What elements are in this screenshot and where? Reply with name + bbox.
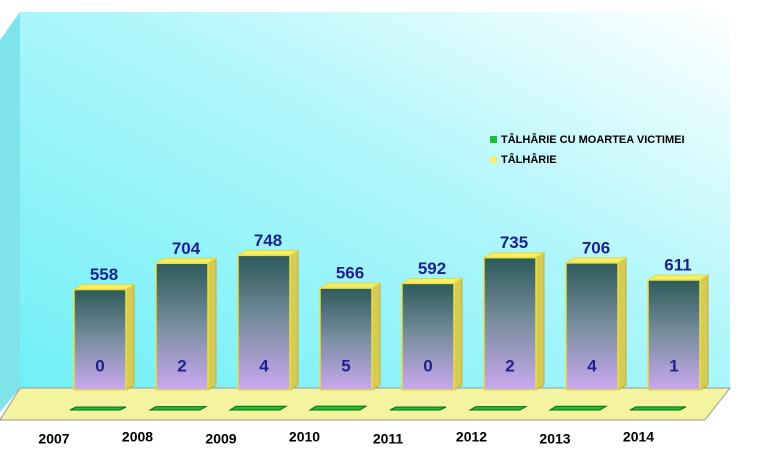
value-label: 706 [582, 238, 610, 257]
bar-side [535, 251, 545, 391]
bar-side [207, 257, 217, 391]
bar [237, 254, 291, 391]
x-tick-label: 2007 [38, 431, 69, 447]
bar [228, 405, 288, 411]
bar-side [699, 274, 709, 391]
x-tick-label: 2008 [122, 429, 153, 445]
value-label: 4 [259, 356, 269, 375]
side-wall [0, 12, 20, 412]
value-label: 735 [500, 233, 528, 252]
legend: TÂLHÂRIE CU MOARTEA VICTIMEI TÂLHÂRIE [490, 133, 685, 166]
x-tick-label: 2012 [456, 429, 487, 445]
bar [468, 406, 528, 411]
value-label: 704 [172, 239, 201, 258]
x-tick-label: 2014 [623, 429, 654, 445]
bar-top [564, 257, 628, 264]
bar [69, 406, 127, 411]
legend-swatch [490, 136, 497, 143]
value-label: 748 [254, 231, 282, 250]
x-tick-label: 2013 [539, 431, 570, 447]
value-label: 558 [90, 265, 118, 284]
value-label: 5 [341, 356, 350, 375]
bar [629, 406, 687, 411]
value-label: 1 [669, 356, 678, 375]
x-tick-label: 2011 [373, 431, 404, 447]
bar [73, 288, 127, 391]
legend-label: TÂLHÂRIE CU MOARTEA VICTIMEI [501, 133, 685, 146]
bar-side [453, 277, 463, 391]
bar-side [289, 249, 299, 391]
value-label: 611 [664, 256, 691, 275]
bar [389, 406, 447, 411]
bar [401, 282, 455, 391]
legend-label: TÂLHÂRIE [501, 153, 557, 166]
bar [647, 279, 701, 391]
bar [483, 256, 537, 391]
value-label: 566 [336, 264, 364, 283]
value-label: 2 [505, 356, 514, 375]
bar-top [154, 257, 218, 264]
x-tick-label: 2010 [289, 429, 320, 445]
value-label: 592 [418, 259, 446, 278]
bar-side [371, 282, 381, 391]
legend-swatch [490, 156, 497, 163]
bar [155, 262, 209, 391]
bar-side [617, 257, 627, 391]
bar [548, 405, 608, 411]
bar [148, 406, 208, 411]
bar [308, 405, 368, 411]
floor [0, 387, 732, 421]
bar-side [125, 283, 135, 391]
x-tick-label: 2009 [205, 431, 236, 447]
bar-top [318, 282, 382, 289]
value-label: 0 [95, 356, 104, 375]
value-label: 4 [587, 356, 597, 375]
bar [319, 287, 373, 391]
bar [565, 262, 619, 391]
value-label: 2 [177, 356, 186, 375]
value-label: 0 [423, 356, 432, 375]
